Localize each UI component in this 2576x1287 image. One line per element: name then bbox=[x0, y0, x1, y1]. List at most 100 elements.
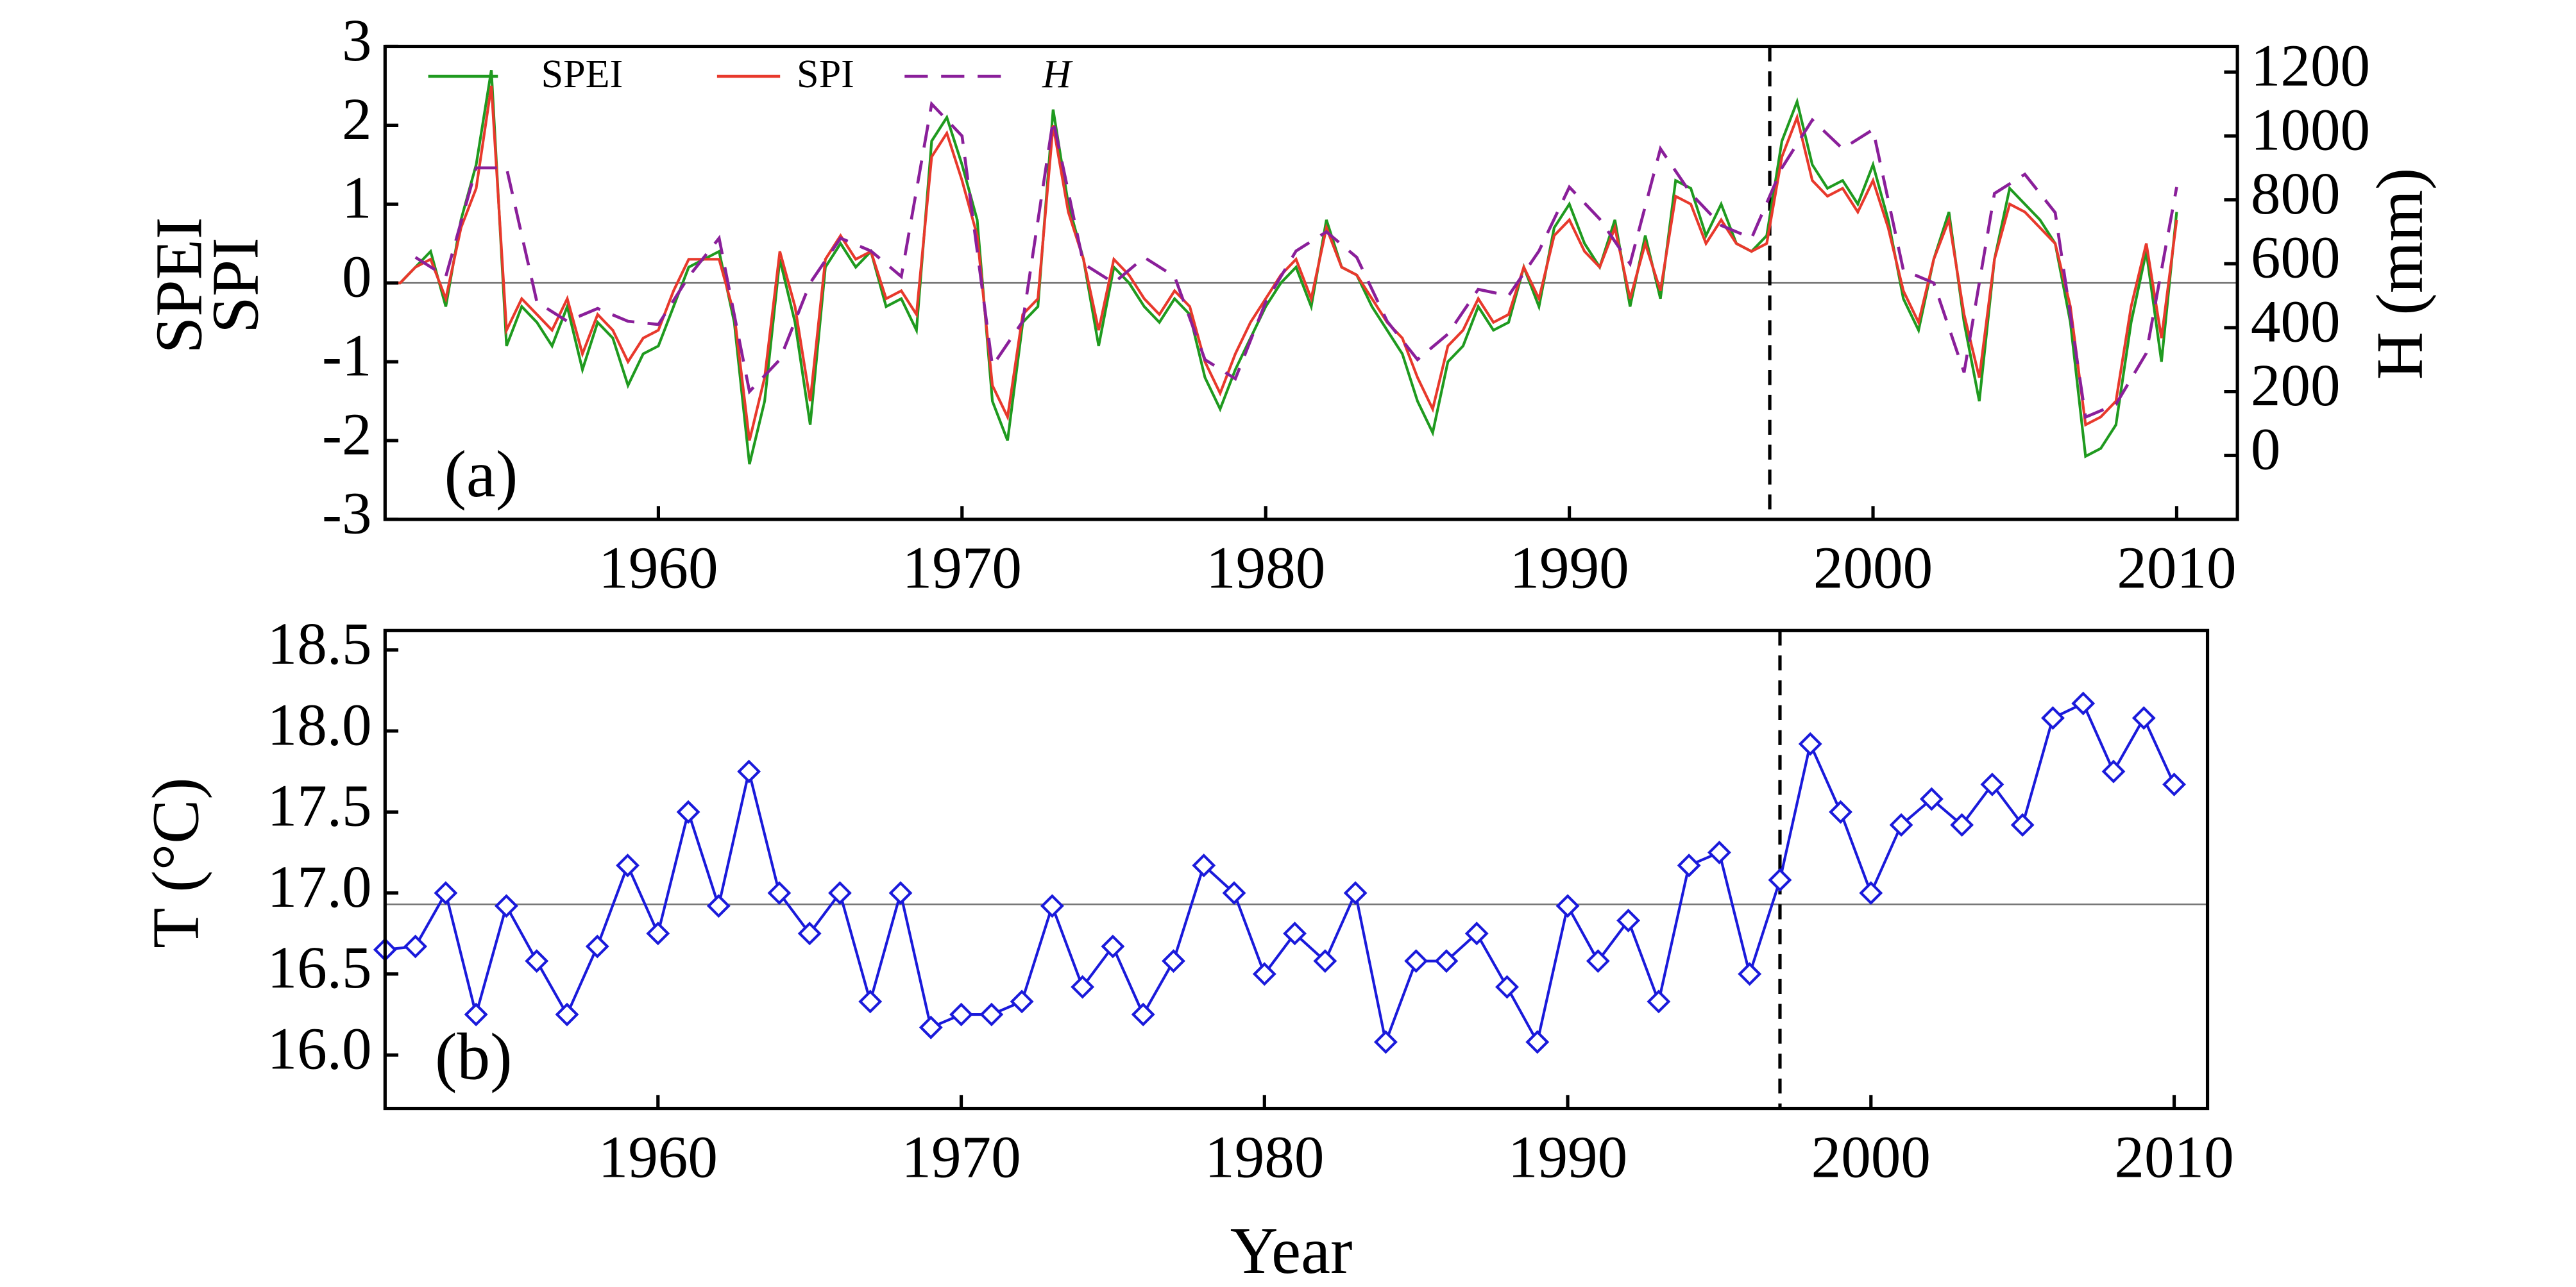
diamond-marker bbox=[616, 854, 640, 878]
diamond-marker bbox=[1404, 949, 1428, 973]
diamond-marker bbox=[1495, 975, 1519, 999]
y-tick-label: 18.0 bbox=[267, 692, 372, 758]
diamond-marker bbox=[2162, 772, 2186, 796]
y2-tick-label: 0 bbox=[2251, 417, 2281, 483]
diamond-marker bbox=[646, 921, 670, 946]
diamond-marker bbox=[797, 921, 822, 946]
diamond-marker bbox=[1768, 868, 1792, 892]
diamond-marker bbox=[1071, 975, 1095, 999]
legend-label: H bbox=[1042, 53, 1073, 96]
diamond-marker bbox=[858, 989, 883, 1014]
diamond-marker bbox=[1555, 894, 1580, 918]
diamond-marker bbox=[1434, 949, 1459, 973]
diamond-marker bbox=[434, 881, 458, 905]
y-tick-label: 17.0 bbox=[267, 854, 372, 920]
diamond-marker bbox=[2131, 706, 2156, 730]
diamond-marker bbox=[706, 894, 731, 918]
diamond-marker bbox=[1010, 989, 1034, 1014]
x-tick-label: 1980 bbox=[1206, 535, 1325, 601]
x-tick-label: 1970 bbox=[901, 1124, 1021, 1190]
diamond-marker bbox=[2010, 813, 2035, 837]
y-tick-label: 0 bbox=[342, 244, 372, 310]
x-axis-label: Year bbox=[1230, 1215, 1353, 1287]
x-tick-label: 2010 bbox=[2117, 535, 2236, 601]
legend-label: SPI bbox=[797, 53, 854, 96]
series-line bbox=[385, 70, 2178, 465]
diamond-marker bbox=[1222, 881, 1246, 905]
diamond-marker bbox=[403, 934, 428, 959]
diamond-marker bbox=[1283, 921, 1307, 946]
y-tick-label: 16.0 bbox=[267, 1016, 372, 1082]
diamond-marker bbox=[1919, 787, 1944, 811]
x-tick-label: 2000 bbox=[1811, 1124, 1931, 1190]
y2-tick-label: 1000 bbox=[2251, 97, 2370, 163]
y-tick-label: -3 bbox=[322, 480, 372, 546]
diamond-marker bbox=[1738, 962, 1762, 986]
diamond-marker bbox=[827, 881, 852, 905]
y-axis-label: T (°C) bbox=[139, 777, 212, 948]
plot-frame bbox=[383, 628, 2210, 1111]
diamond-marker bbox=[1616, 909, 1641, 932]
y2-tick-label: 400 bbox=[2251, 289, 2341, 355]
x-tick-label: 1970 bbox=[902, 535, 1022, 601]
diamond-marker bbox=[555, 1002, 579, 1027]
diamond-marker bbox=[1343, 881, 1368, 905]
diamond-marker bbox=[1798, 732, 1822, 756]
panel-label: (b) bbox=[435, 1020, 513, 1093]
diamond-marker bbox=[2101, 759, 2126, 784]
x-tick-label: 1990 bbox=[1509, 535, 1629, 601]
y-axis-label: SPI bbox=[199, 237, 273, 333]
diamond-marker bbox=[919, 1015, 943, 1039]
x-tick-label: 2000 bbox=[1813, 535, 1933, 601]
x-tick-label: 1960 bbox=[598, 1124, 718, 1190]
diamond-marker bbox=[1647, 989, 1671, 1014]
diamond-marker bbox=[1707, 840, 1731, 864]
y-tick-label: 2 bbox=[342, 87, 372, 153]
diamond-marker bbox=[1101, 934, 1125, 959]
diamond-marker bbox=[888, 881, 913, 905]
diamond-marker bbox=[2071, 691, 2096, 716]
diamond-marker bbox=[1829, 800, 1852, 824]
series-line bbox=[385, 85, 2178, 441]
diamond-marker bbox=[1040, 894, 1064, 918]
x-tick-label: 1980 bbox=[1205, 1124, 1324, 1190]
series-line bbox=[414, 101, 2178, 419]
diamond-marker bbox=[585, 934, 609, 959]
y-tick-label: 16.5 bbox=[267, 935, 372, 1001]
y2-tick-label: 600 bbox=[2251, 225, 2341, 291]
diamond-marker bbox=[1859, 881, 1883, 905]
diamond-marker bbox=[1889, 813, 1913, 837]
diamond-marker bbox=[1373, 1030, 1398, 1054]
diamond-marker bbox=[494, 894, 518, 918]
y2-tick-label: 800 bbox=[2251, 161, 2341, 227]
diamond-marker bbox=[1677, 854, 1701, 878]
y-tick-label: 3 bbox=[342, 8, 372, 74]
diamond-marker bbox=[1980, 772, 2004, 796]
panel-label: (a) bbox=[444, 438, 518, 511]
diamond-marker bbox=[737, 759, 761, 784]
x-tick-label: 1990 bbox=[1508, 1124, 1627, 1190]
diamond-marker bbox=[1313, 949, 1337, 973]
diamond-marker bbox=[1131, 1002, 1155, 1027]
diamond-marker bbox=[464, 1002, 488, 1027]
x-tick-label: 1960 bbox=[598, 535, 718, 601]
diamond-marker bbox=[1252, 962, 1276, 986]
y-tick-label: -1 bbox=[322, 323, 372, 389]
diamond-marker bbox=[1950, 813, 1974, 837]
y-tick-label: -2 bbox=[322, 401, 372, 467]
diamond-marker bbox=[1586, 949, 1610, 973]
diamond-marker bbox=[767, 881, 792, 905]
diamond-marker bbox=[1162, 949, 1185, 973]
y2-tick-label: 200 bbox=[2251, 353, 2341, 419]
x-tick-label: 2010 bbox=[2114, 1124, 2233, 1190]
y-tick-label: 1 bbox=[342, 165, 372, 231]
y-axis-label: SPEI bbox=[143, 217, 216, 354]
diamond-marker bbox=[525, 949, 549, 973]
diamond-marker bbox=[1464, 921, 1489, 946]
series-line bbox=[385, 702, 2176, 1047]
diamond-marker bbox=[949, 1002, 974, 1027]
diamond-marker bbox=[1192, 854, 1216, 878]
diamond-marker bbox=[1525, 1030, 1550, 1054]
y2-axis-label: H (mm) bbox=[2364, 168, 2437, 380]
